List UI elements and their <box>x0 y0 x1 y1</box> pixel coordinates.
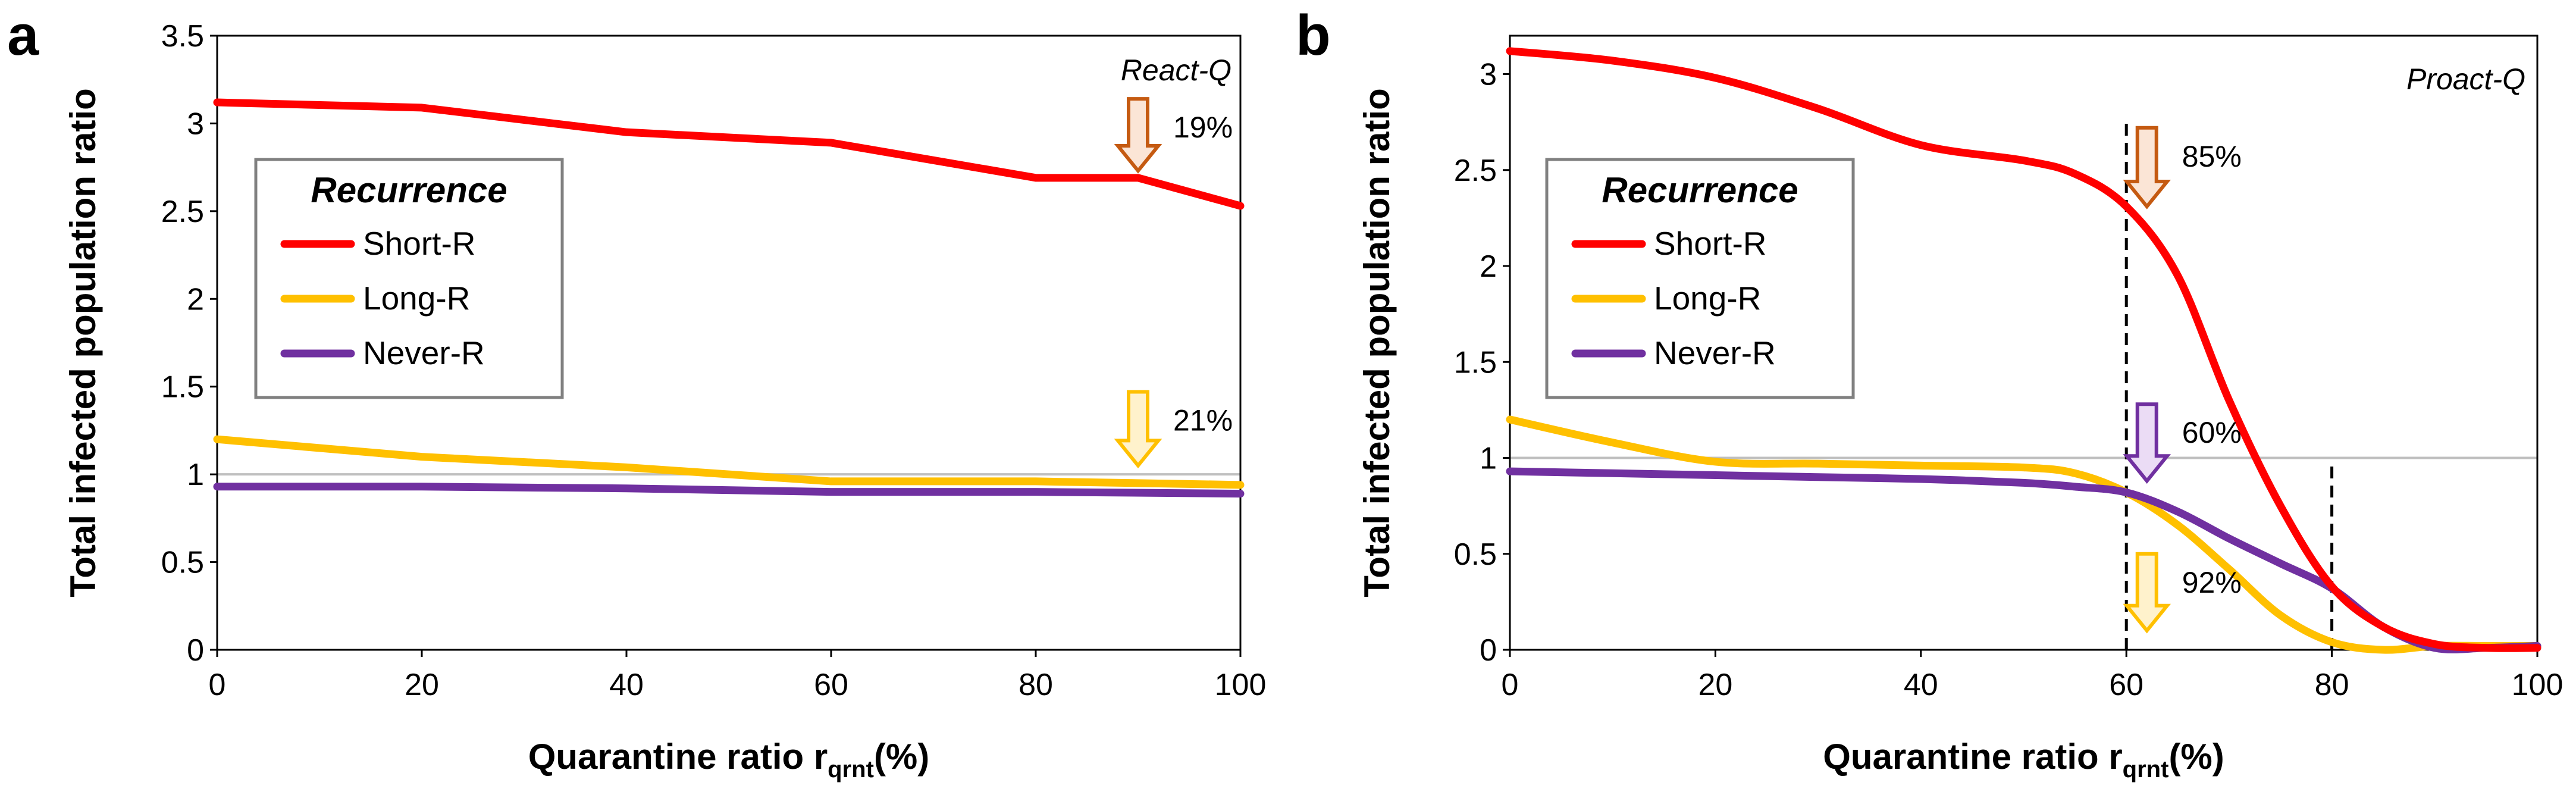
y-tick-label: 2.5 <box>161 195 204 229</box>
y-tick-label: 0.5 <box>161 546 204 580</box>
y-tick-label: 1.5 <box>161 370 204 405</box>
y-tick-label: 0 <box>187 633 204 668</box>
x-tick-label: 20 <box>405 668 439 702</box>
percent-reduction-label: 92% <box>2182 566 2242 599</box>
x-tick-label: 80 <box>2315 668 2349 702</box>
x-axis-title-unit: (%) <box>2168 737 2224 777</box>
panel-b: b 0 0.5 1 1.5 2 2.5 3 0 20 40 60 80 100 Total infected… <box>1296 4 2563 783</box>
panel-letter: b <box>1296 4 1331 67</box>
y-tick-label: 1 <box>1480 442 1497 476</box>
legend-label-long-r: Long-R <box>363 280 470 317</box>
y-tick-label: 3.5 <box>161 19 204 54</box>
y-tick-label: 2.5 <box>1454 154 1497 188</box>
percent-reduction-label: 21% <box>1173 404 1233 437</box>
legend-label-never-r: Never-R <box>363 334 485 371</box>
x-tick-label: 40 <box>609 668 644 702</box>
x-axis-title-unit: (%) <box>874 737 929 777</box>
y-tick-label: 2 <box>187 282 204 317</box>
x-tick-label: 60 <box>2109 668 2143 702</box>
legend-title: Recurrence <box>311 170 507 210</box>
scenario-label: React-Q <box>1121 54 1231 87</box>
x-axis-title-main: Quarantine ratio r <box>528 737 828 777</box>
legend: Recurrence Short-R Long-R Never-R <box>254 158 564 399</box>
y-axis-title: Total infected population ratio <box>63 88 103 597</box>
x-tick-label: 20 <box>1698 668 1732 702</box>
x-tick-label: 0 <box>1502 668 1519 702</box>
percent-reduction-label: 85% <box>2182 140 2242 173</box>
x-axis-title-subscript: qrnt <box>2123 756 2169 783</box>
x-tick-label: 100 <box>1215 668 1267 702</box>
percent-reduction-label: 60% <box>2182 416 2242 449</box>
legend: Recurrence Short-R Long-R Never-R <box>1545 158 1855 399</box>
series-line-long-r <box>213 435 1245 489</box>
x-tick-label: 100 <box>2512 668 2564 702</box>
legend-label-short-r: Short-R <box>363 225 476 262</box>
x-axis-title: Quarantine ratio rqrnt(%) <box>528 737 930 783</box>
scenario-label: Proact-Q <box>2406 62 2525 96</box>
y-axis-title: Total infected population ratio <box>1357 88 1397 597</box>
y-tick-label: 3 <box>1480 58 1497 92</box>
y-tick-label: 3 <box>187 107 204 141</box>
legend-box <box>1545 158 1855 399</box>
panel-a: a 0 0.5 1 1.5 2 2.5 3 3.5 0 20 40 60 80 100 Total infec… <box>7 4 1266 783</box>
x-tick-label: 0 <box>209 668 226 702</box>
x-axis-title-main: Quarantine ratio r <box>1823 737 2122 777</box>
panel-letter: a <box>7 4 39 67</box>
x-tick-label: 60 <box>814 668 848 702</box>
y-tick-label: 1.5 <box>1454 345 1497 380</box>
series-line-short-r <box>213 98 1245 210</box>
plot-frame <box>216 35 1242 651</box>
y-tick-label: 0.5 <box>1454 537 1497 572</box>
percent-reduction-label: 19% <box>1173 111 1233 144</box>
legend-label-long-r: Long-R <box>1654 280 1761 317</box>
y-tick-label: 2 <box>1480 249 1497 284</box>
down-arrow-icon <box>2123 552 2171 634</box>
y-tick-label: 0 <box>1480 633 1497 668</box>
x-tick-label: 40 <box>1904 668 1938 702</box>
x-axis-title-subscript: qrnt <box>828 756 874 783</box>
down-arrow-icon <box>2123 126 2171 209</box>
down-arrow-icon <box>2123 402 2171 484</box>
series-line-never-r <box>213 483 1245 498</box>
legend-title: Recurrence <box>1602 170 1798 210</box>
x-tick-label: 80 <box>1019 668 1053 702</box>
series-line-long-r <box>1506 415 2541 654</box>
down-arrow-icon <box>1114 390 1162 469</box>
legend-label-short-r: Short-R <box>1654 225 1767 262</box>
series-line-short-r <box>1506 47 2541 652</box>
plot-frame <box>1509 35 2539 651</box>
legend-box <box>254 158 564 399</box>
y-tick-label: 1 <box>187 458 204 492</box>
x-axis-title: Quarantine ratio rqrnt(%) <box>1823 737 2224 783</box>
down-arrow-icon <box>1114 97 1162 174</box>
legend-label-never-r: Never-R <box>1654 334 1776 371</box>
